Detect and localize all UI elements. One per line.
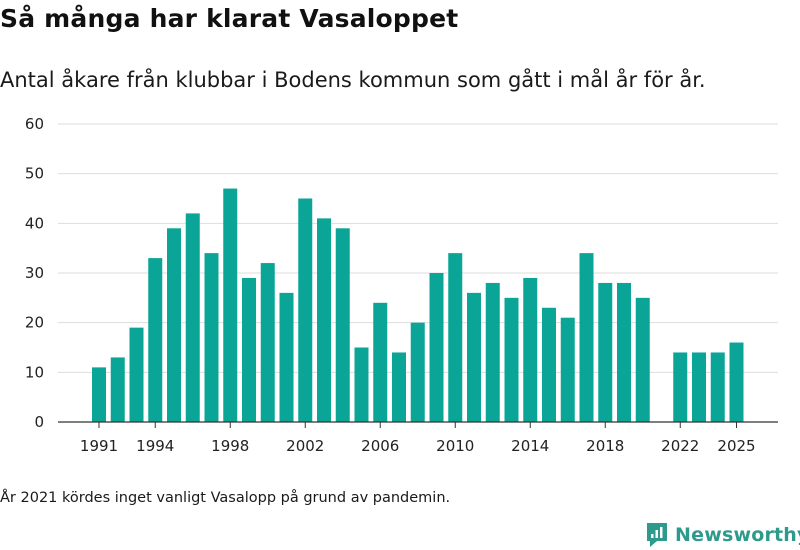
y-tick-label: 50 bbox=[25, 165, 44, 183]
bar-2006 bbox=[373, 302, 388, 422]
bar-2001 bbox=[279, 292, 294, 422]
x-tick-label: 2010 bbox=[436, 437, 474, 455]
bar-1996 bbox=[185, 213, 200, 422]
bar-1998 bbox=[223, 188, 238, 422]
bar-2016 bbox=[560, 317, 575, 422]
x-tick-label: 1998 bbox=[211, 437, 249, 455]
bar-2020 bbox=[635, 297, 650, 422]
bar-2023 bbox=[692, 352, 706, 422]
x-tick-label: 2014 bbox=[511, 437, 549, 455]
bar-2000 bbox=[260, 263, 275, 422]
chart-subtitle: Antal åkare från klubbar i Bodens kommun… bbox=[0, 68, 706, 92]
bar-2017 bbox=[579, 253, 594, 422]
x-tick-label: 2022 bbox=[661, 437, 699, 455]
x-axis: 1991 1994 1998 2002 2006 2010 2014 2018 2022 2025 bbox=[58, 421, 778, 455]
bar-1991 bbox=[92, 367, 106, 422]
bar-2009 bbox=[429, 273, 444, 422]
y-tick-label: 20 bbox=[25, 314, 44, 332]
bar-1997 bbox=[204, 253, 219, 422]
footnote: År 2021 kördes inget vanligt Vasalopp på… bbox=[0, 490, 451, 506]
y-tick-label: 40 bbox=[25, 214, 44, 232]
bar-chart: 0 10 20 30 40 50 60 1991 1994 1998 2002 2006 2010 20… bbox=[25, 115, 778, 455]
bar-2014 bbox=[523, 277, 538, 422]
bar-1999 bbox=[242, 277, 256, 422]
x-tick-label: 1994 bbox=[136, 437, 174, 455]
newsworthy-logo-icon bbox=[647, 523, 667, 547]
x-tick-label: 1991 bbox=[80, 437, 118, 455]
bar-2013 bbox=[504, 297, 519, 422]
chart-title: Så många har klarat Vasaloppet bbox=[0, 4, 459, 33]
bar-2019 bbox=[617, 282, 631, 422]
x-tick-label: 2002 bbox=[286, 437, 324, 455]
y-tick-label: 10 bbox=[25, 363, 44, 381]
y-tick-label: 0 bbox=[34, 413, 44, 431]
bar-2018 bbox=[598, 282, 613, 422]
bar-1994 bbox=[148, 258, 163, 422]
y-tick-label: 30 bbox=[25, 264, 44, 282]
x-tick-label: 2018 bbox=[586, 437, 624, 455]
bar-2002 bbox=[298, 198, 313, 422]
bar-1992 bbox=[110, 357, 125, 422]
y-tick-label: 60 bbox=[25, 115, 44, 133]
y-axis: 0 10 20 30 40 50 60 bbox=[25, 115, 44, 431]
x-tick-label: 2006 bbox=[361, 437, 399, 455]
bar-2025 bbox=[729, 342, 744, 422]
bars bbox=[92, 188, 744, 422]
brand-logo[interactable]: Newsworthy bbox=[645, 521, 800, 549]
bar-2010 bbox=[448, 253, 463, 422]
bar-1995 bbox=[167, 228, 181, 422]
bar-2015 bbox=[542, 307, 556, 422]
bar-2005 bbox=[354, 347, 369, 422]
bar-2011 bbox=[467, 292, 481, 422]
brand-name: Newsworthy bbox=[675, 524, 800, 546]
bar-2003 bbox=[317, 218, 331, 422]
bar-2024 bbox=[710, 352, 725, 422]
bar-2022 bbox=[673, 352, 688, 422]
bar-1993 bbox=[129, 327, 144, 422]
bar-2004 bbox=[335, 228, 350, 422]
bar-2007 bbox=[392, 352, 406, 422]
x-tick-label: 2025 bbox=[717, 437, 755, 455]
bar-2008 bbox=[410, 322, 425, 422]
bar-2012 bbox=[485, 282, 500, 422]
